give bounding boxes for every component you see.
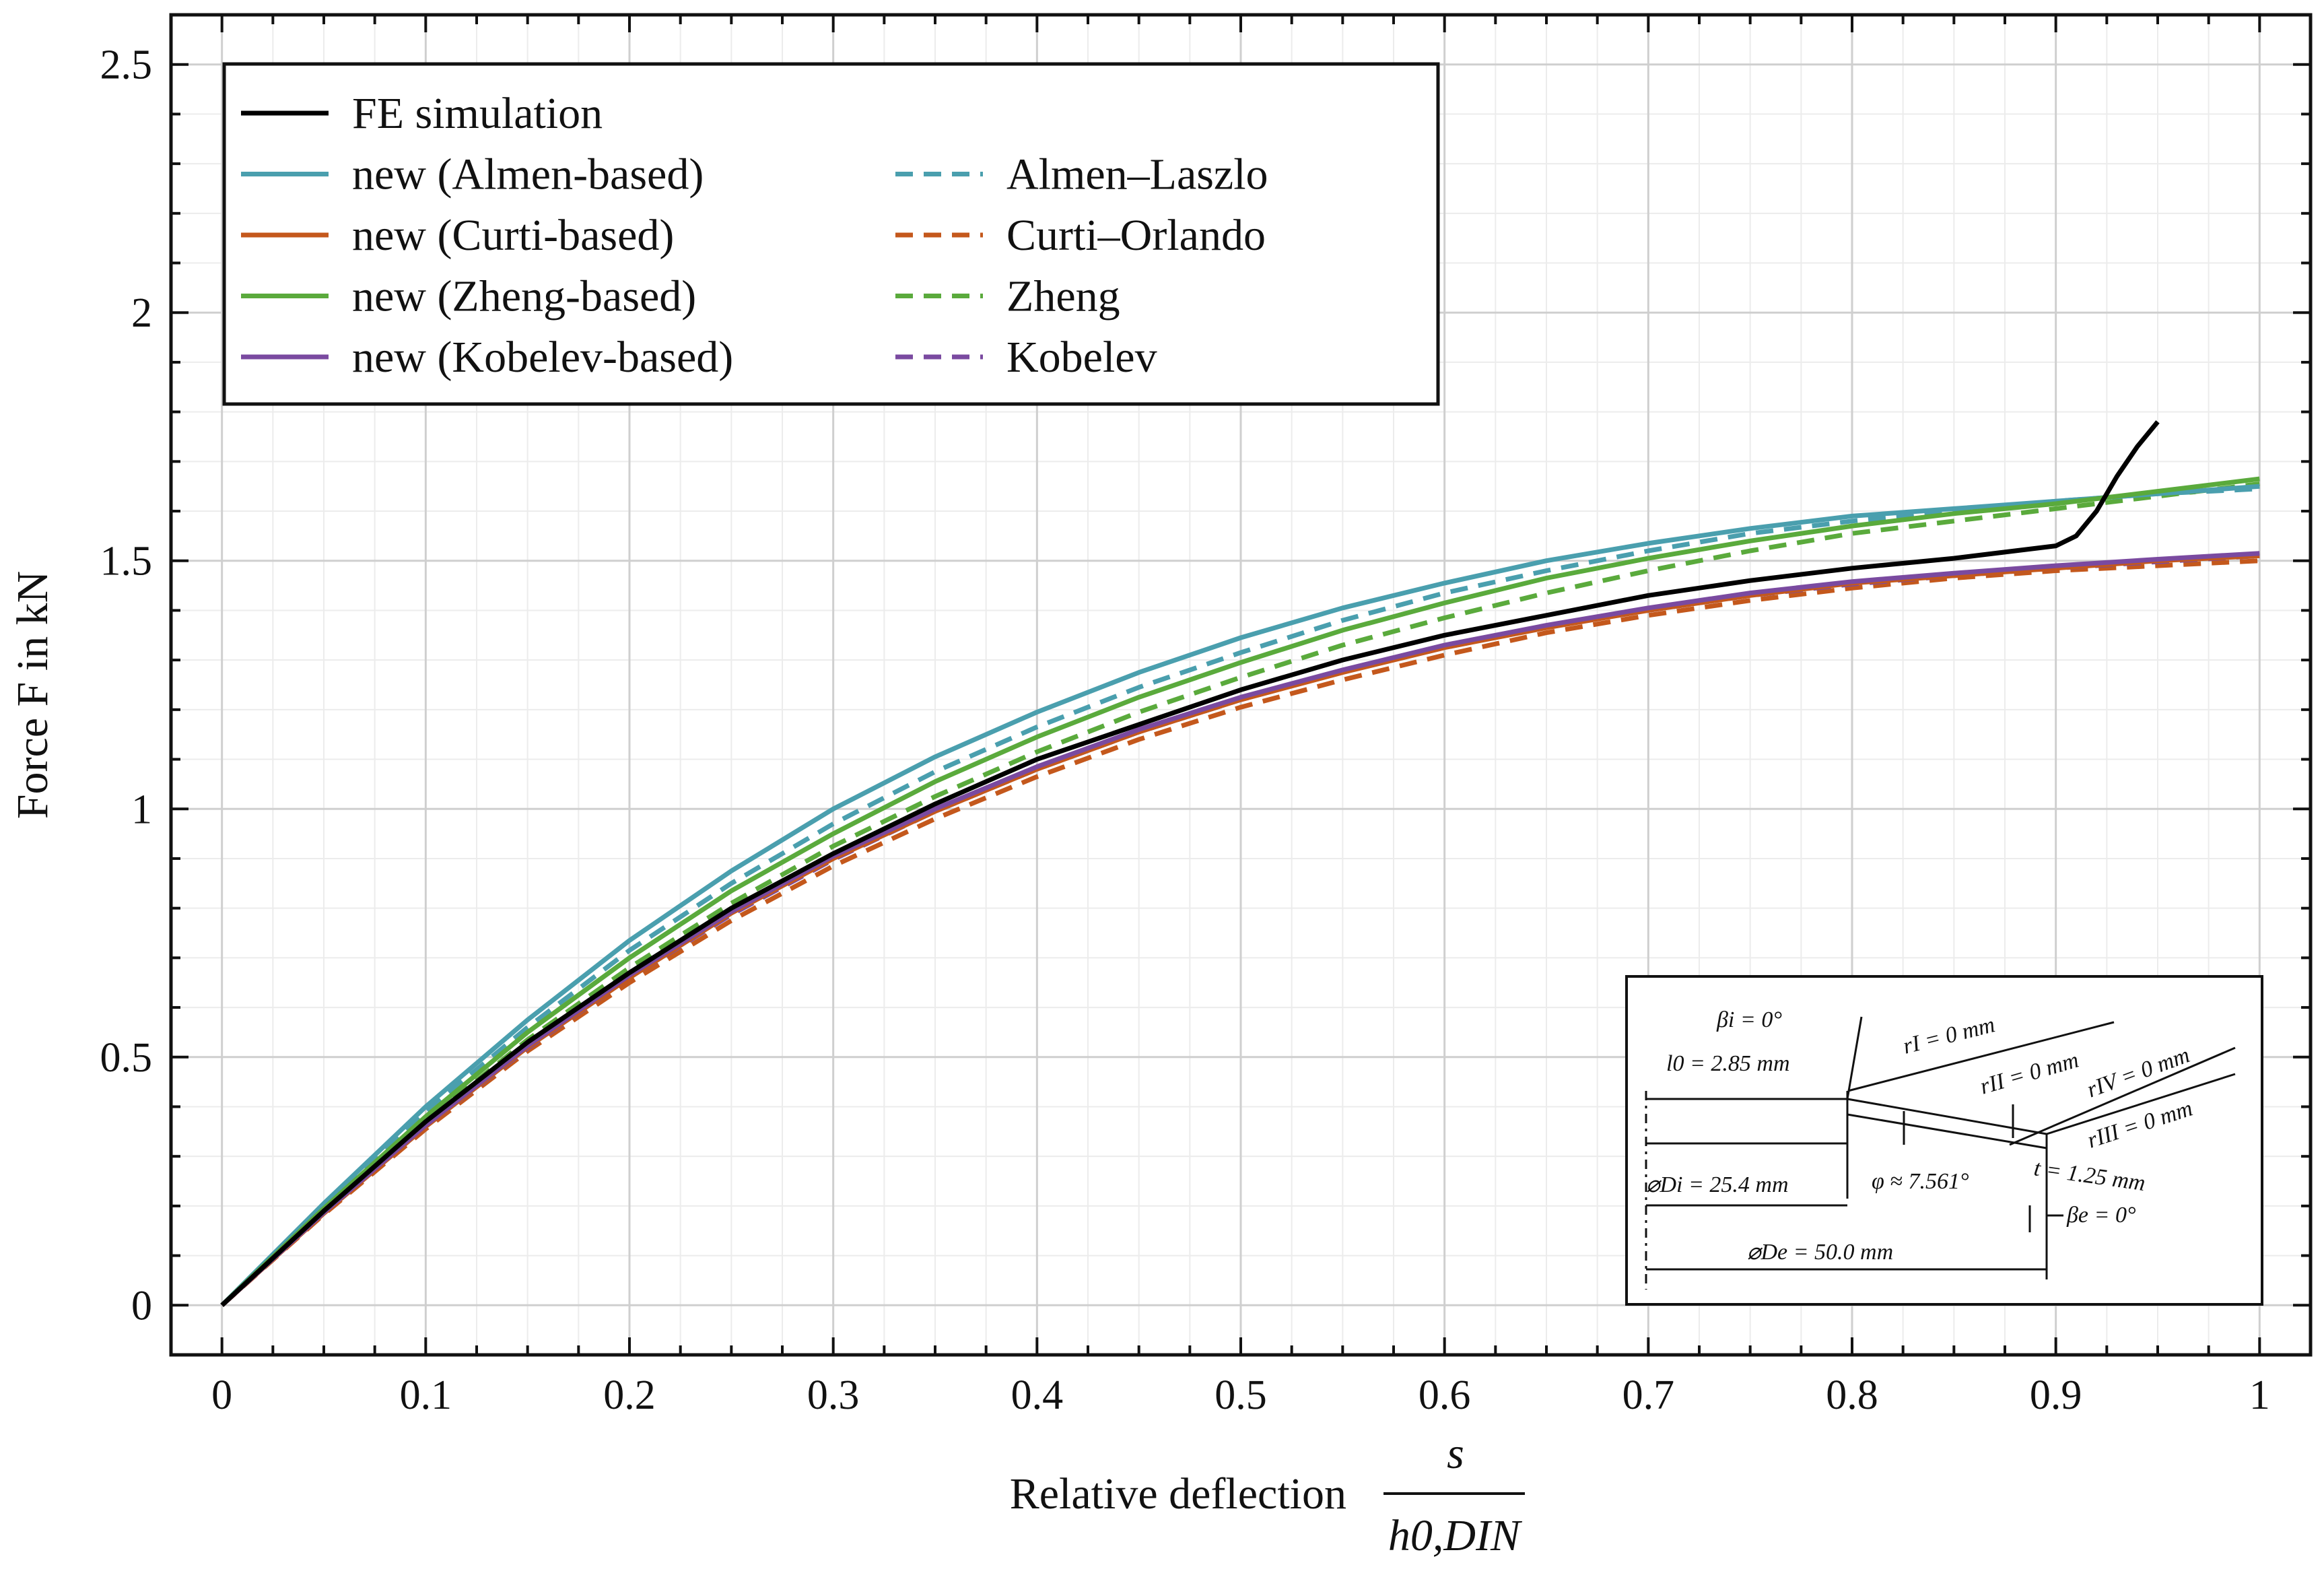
x-tick-label: 0.5 [1215,1372,1267,1418]
x-axis-label-denominator: h0,DIN [1388,1511,1523,1560]
series-line-new-kobelev-based [220,551,2260,1307]
legend-label: new (Zheng-based) [352,272,696,321]
legend-left-column: FE simulation new (Almen-based) new (Curti… [241,89,733,382]
inset-De: ⌀De = 50.0 mm [1747,1240,1893,1265]
y-tick-label: 2.5 [100,42,153,88]
x-tick-label: 0.8 [1826,1372,1878,1418]
legend-label: new (Kobelev-based) [352,333,733,382]
x-tick-label: 0 [211,1372,232,1418]
series-line-new-zheng-based [220,476,2260,1307]
y-tick-label: 0 [131,1283,152,1329]
x-tick-label: 0.3 [807,1372,860,1418]
x-tick-label: 0.9 [2030,1372,2082,1418]
legend-label: FE simulation [352,89,603,138]
series-line-curti-orlando [220,558,2260,1307]
inset-l0: l0 = 2.85 mm [1666,1051,1790,1076]
legend-label: Zheng [1006,272,1120,321]
ticks-layer [171,15,2311,1355]
series-line-zheng [220,481,2260,1307]
legend-label: Curti–Orlando [1006,211,1266,260]
series-line-fe-simulation [220,420,2160,1307]
inset-schematic: βi = 0° l0 = 2.85 mm rI = 0 mm rII = 0 m… [1625,975,2263,1306]
legend-right-column: Almen–Laszlo Curti–Orlando Zheng Kobelev [895,150,1268,382]
x-tick-label: 0.6 [1419,1372,1471,1418]
inset-geometry [1645,1016,2236,1290]
y-tick-label: 0.5 [100,1035,153,1081]
series-line-almen-laszlo [220,486,2260,1307]
y-tick-label: 1 [131,787,152,832]
series-layer [220,420,2260,1307]
x-tick-label: 0.1 [400,1372,452,1418]
x-axis-label-numerator: s [1447,1429,1464,1478]
series-line-new-almen-based [220,483,2260,1307]
tick-labels: 0 0.1 0.2 0.3 0.4 0.5 0.6 0.7 0.8 0.9 1 0 0.5 1 1.5 2 2.… [100,42,2270,1418]
y-tick-label: 1.5 [100,539,153,585]
inset-phi: φ ≈ 7.561° [1872,1169,1969,1194]
x-tick-label: 0.7 [1622,1372,1675,1418]
legend: FE simulation new (Almen-based) new (Curti… [222,62,1440,406]
x-axis-label-text: Relative deflection [1010,1469,1346,1518]
x-tick-label: 0.2 [603,1372,656,1418]
legend-label: Almen–Laszlo [1006,150,1268,199]
legend-box [222,62,1440,406]
inset-box [1625,975,2263,1306]
inset-beta-e: βe = 0° [2066,1203,2136,1228]
legend-label: Kobelev [1006,333,1157,382]
x-axis-label: Relative deflection s h0,DIN [1010,1429,1525,1560]
legend-label: new (Curti-based) [352,211,674,260]
legend-label: new (Almen-based) [352,150,704,199]
x-tick-label: 1 [2249,1372,2270,1418]
inset-beta-i: βi = 0° [1716,1007,1782,1032]
x-tick-label: 0.4 [1011,1372,1064,1418]
inset-Di: ⌀Di = 25.4 mm [1646,1172,1789,1197]
y-axis-label: Force F in kN [8,571,57,819]
y-tick-label: 2 [131,290,152,336]
